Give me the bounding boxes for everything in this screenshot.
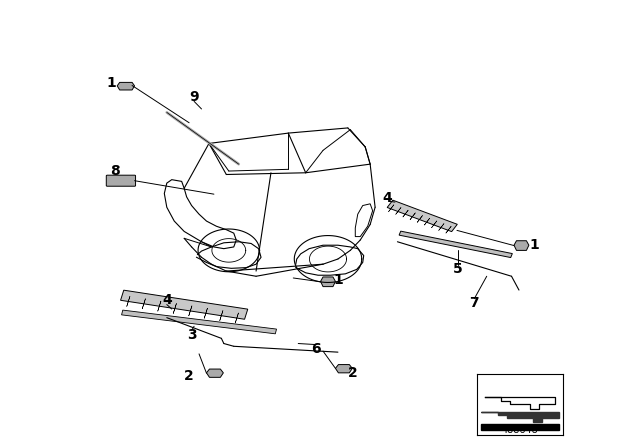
Polygon shape bbox=[120, 290, 248, 319]
Polygon shape bbox=[399, 231, 513, 258]
Text: 3: 3 bbox=[187, 328, 196, 342]
Polygon shape bbox=[417, 215, 422, 223]
Polygon shape bbox=[424, 218, 429, 225]
Text: 1: 1 bbox=[333, 273, 343, 287]
Text: 1: 1 bbox=[106, 76, 116, 90]
Polygon shape bbox=[204, 308, 207, 319]
Text: 9: 9 bbox=[189, 90, 199, 104]
Text: 1: 1 bbox=[529, 238, 539, 252]
Polygon shape bbox=[236, 313, 239, 323]
Text: 6: 6 bbox=[311, 342, 321, 356]
Polygon shape bbox=[438, 224, 444, 231]
Polygon shape bbox=[410, 213, 415, 220]
Polygon shape bbox=[514, 241, 529, 250]
FancyBboxPatch shape bbox=[106, 175, 136, 186]
Polygon shape bbox=[481, 424, 559, 430]
Text: 4: 4 bbox=[383, 191, 392, 205]
Polygon shape bbox=[335, 365, 352, 373]
Polygon shape bbox=[321, 277, 335, 287]
Text: 8: 8 bbox=[110, 164, 120, 178]
Text: 7: 7 bbox=[470, 296, 479, 310]
Polygon shape bbox=[446, 226, 451, 233]
Polygon shape bbox=[157, 301, 161, 311]
Text: 2: 2 bbox=[348, 366, 358, 380]
Polygon shape bbox=[388, 205, 394, 212]
Text: 488648: 488648 bbox=[501, 426, 538, 435]
Polygon shape bbox=[481, 412, 559, 422]
Polygon shape bbox=[142, 299, 145, 309]
Polygon shape bbox=[117, 82, 134, 90]
Polygon shape bbox=[396, 207, 401, 215]
Polygon shape bbox=[207, 369, 223, 377]
Text: 5: 5 bbox=[453, 263, 463, 276]
Polygon shape bbox=[220, 310, 223, 321]
Text: 4: 4 bbox=[162, 293, 172, 307]
Polygon shape bbox=[387, 200, 458, 232]
Polygon shape bbox=[122, 310, 276, 334]
Polygon shape bbox=[189, 306, 192, 316]
Polygon shape bbox=[431, 221, 437, 228]
Text: 2: 2 bbox=[184, 369, 194, 383]
Polygon shape bbox=[403, 210, 408, 217]
Polygon shape bbox=[127, 296, 130, 306]
Polygon shape bbox=[173, 303, 177, 314]
